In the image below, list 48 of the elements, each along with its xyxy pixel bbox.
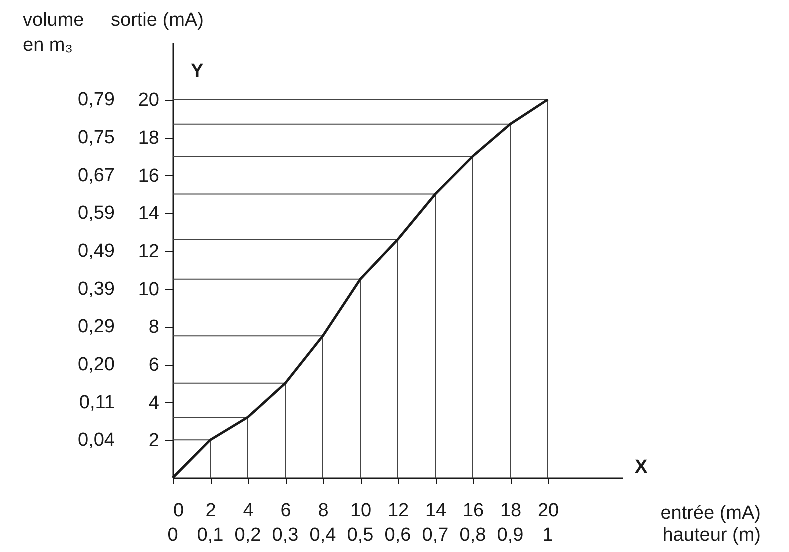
x2-tick-label: 0,3 bbox=[272, 525, 299, 546]
x-tick-label: 8 bbox=[318, 500, 329, 522]
y-tick-label: 4 bbox=[148, 392, 160, 414]
x-tick-label: 2 bbox=[206, 500, 216, 522]
y-axis-title: sortie (mA) bbox=[111, 10, 204, 31]
x2-tick-label: 0,7 bbox=[422, 525, 449, 546]
y-tick-label: 6 bbox=[148, 355, 160, 376]
x2-axis-title: hauteur (m) bbox=[662, 525, 761, 546]
x-tick-label: 12 bbox=[388, 500, 410, 522]
x-tick-label: 0 bbox=[174, 500, 184, 522]
y2-axis-title: volume en m₃ bbox=[23, 10, 84, 56]
x-tick-label: 4 bbox=[243, 500, 254, 522]
x-tick-label: 20 bbox=[538, 500, 560, 522]
text: 0,04 bbox=[78, 430, 116, 452]
x2-tick-label: 0,1 bbox=[197, 525, 224, 546]
x2-tick-label: 0 bbox=[168, 525, 178, 546]
x-tick-label: 18 bbox=[500, 500, 522, 522]
x2-tick-label: 0,8 bbox=[460, 525, 486, 546]
y-tick-label: 8 bbox=[148, 317, 160, 338]
text: 0,75 bbox=[78, 128, 115, 149]
y-tick-label: 12 bbox=[138, 242, 160, 263]
y-tick-label: 10 bbox=[138, 279, 160, 300]
y-tick-label: 20 bbox=[138, 90, 160, 112]
y-tick-label: 18 bbox=[138, 128, 160, 150]
y-tick-label: 2 bbox=[148, 430, 160, 452]
text: 0,20 bbox=[78, 354, 115, 376]
y-tick-label: 16 bbox=[138, 166, 160, 187]
x-tick-label: 10 bbox=[350, 500, 372, 522]
text: 0,29 bbox=[78, 316, 115, 338]
x-tick-label: 14 bbox=[425, 500, 447, 522]
text: 0,59 bbox=[78, 203, 115, 224]
text: X bbox=[635, 457, 648, 478]
text: 0,39 bbox=[78, 278, 115, 300]
x2-tick-label: 0,9 bbox=[497, 525, 524, 546]
x2-tick-label: 0,4 bbox=[310, 525, 337, 546]
text: 0,79 bbox=[78, 90, 115, 111]
text: 0,67 bbox=[78, 165, 115, 186]
x2-tick-label: 1 bbox=[542, 525, 554, 546]
x2-tick-label: 0,5 bbox=[347, 525, 374, 546]
x2-tick-label: 0,6 bbox=[384, 525, 412, 546]
x-tick-label: 16 bbox=[462, 500, 484, 522]
x2-tick-label: 0,2 bbox=[234, 525, 262, 546]
text: 0,49 bbox=[78, 241, 115, 262]
y-tick-label: 14 bbox=[138, 204, 160, 225]
annotation: Y bbox=[191, 61, 204, 82]
x-axis-title: entrée (mA) bbox=[660, 503, 761, 524]
x-tick-label: 6 bbox=[280, 500, 292, 522]
text: 0,11 bbox=[79, 392, 115, 414]
